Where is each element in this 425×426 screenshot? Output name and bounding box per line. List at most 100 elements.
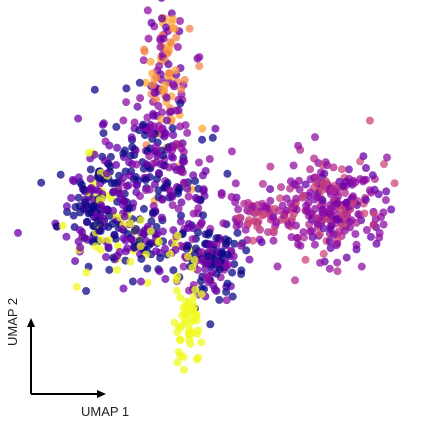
scatter-point bbox=[125, 204, 134, 213]
scatter-point bbox=[113, 251, 122, 260]
scatter-point bbox=[176, 336, 185, 345]
scatter-point bbox=[198, 135, 207, 144]
scatter-point bbox=[158, 85, 167, 94]
scatter-point bbox=[141, 131, 149, 140]
scatter-point bbox=[222, 296, 231, 305]
scatter-point bbox=[37, 178, 46, 187]
scatter-point bbox=[304, 199, 313, 207]
scatter-point bbox=[119, 149, 128, 158]
scatter-point bbox=[74, 173, 83, 182]
scatter-point bbox=[174, 204, 183, 213]
scatter-point bbox=[374, 190, 383, 199]
scatter-point bbox=[171, 245, 180, 254]
scatter-point bbox=[173, 328, 182, 337]
scatter-point bbox=[137, 277, 145, 286]
scatter-point bbox=[251, 217, 260, 226]
scatter-point bbox=[215, 295, 224, 304]
scatter-point bbox=[86, 174, 95, 183]
scatter-point bbox=[141, 78, 150, 87]
scatter-point bbox=[252, 208, 261, 217]
scatter-point bbox=[176, 17, 184, 25]
scatter-point bbox=[266, 162, 275, 171]
scatter-point bbox=[191, 285, 200, 294]
scatter-point bbox=[161, 275, 170, 283]
scatter-point bbox=[172, 33, 181, 42]
scatter-point bbox=[223, 169, 232, 178]
scatter-point bbox=[301, 255, 310, 264]
scatter-point bbox=[339, 182, 348, 191]
scatter-point bbox=[152, 73, 161, 82]
x-axis-label: UMAP 1 bbox=[81, 404, 129, 419]
scatter-point bbox=[156, 42, 165, 51]
scatter-point bbox=[112, 160, 121, 169]
scatter-point bbox=[147, 130, 156, 139]
scatter-point bbox=[171, 66, 180, 75]
scatter-point bbox=[141, 176, 150, 184]
scatter-point bbox=[199, 211, 208, 220]
scatter-point bbox=[208, 268, 217, 277]
scatter-point bbox=[149, 159, 158, 168]
scatter-point bbox=[351, 230, 360, 238]
scatter-point bbox=[87, 202, 96, 211]
scatter-point bbox=[311, 173, 320, 182]
scatter-point bbox=[318, 195, 327, 204]
scatter-point bbox=[181, 121, 190, 130]
scatter-point bbox=[90, 85, 99, 94]
scatter-point bbox=[303, 205, 312, 214]
scatter-point bbox=[88, 195, 97, 204]
scatter-point bbox=[149, 201, 158, 210]
scatter-point bbox=[375, 229, 384, 237]
scatter-point bbox=[166, 38, 175, 47]
scatter-point bbox=[362, 226, 371, 234]
scatter-point bbox=[379, 208, 388, 217]
scatter-point bbox=[158, 194, 166, 203]
scatter-point bbox=[237, 266, 246, 275]
scatter-point bbox=[195, 158, 203, 167]
scatter-point bbox=[176, 99, 185, 108]
scatter-point bbox=[176, 351, 185, 360]
scatter-point bbox=[161, 129, 169, 138]
scatter-point bbox=[145, 152, 154, 161]
scatter-point bbox=[132, 180, 141, 189]
scatter-point bbox=[113, 143, 122, 152]
scatter-point bbox=[284, 220, 293, 229]
scatter-point bbox=[168, 201, 177, 210]
scatter-point bbox=[80, 185, 88, 194]
scatter-point bbox=[72, 282, 81, 291]
scatter-point bbox=[195, 62, 204, 71]
scatter-point bbox=[74, 193, 83, 202]
scatter-point bbox=[105, 141, 114, 150]
scatter-point bbox=[180, 308, 189, 317]
scatter-point bbox=[197, 338, 206, 347]
scatter-point bbox=[231, 179, 240, 188]
scatter-point bbox=[158, 108, 166, 117]
scatter-point bbox=[212, 234, 221, 243]
scatter-point bbox=[162, 23, 171, 32]
scatter-point bbox=[67, 194, 76, 202]
scatter-point bbox=[306, 165, 315, 174]
scatter-point bbox=[84, 209, 93, 218]
scatter-point bbox=[128, 143, 137, 152]
scatter-point bbox=[387, 205, 396, 214]
scatter-point bbox=[319, 224, 328, 233]
scatter-point bbox=[318, 186, 326, 195]
scatter-point bbox=[245, 207, 254, 216]
scatter-point bbox=[149, 122, 158, 131]
scatter-point bbox=[380, 160, 388, 169]
scatter-point bbox=[118, 225, 127, 234]
scatter-point bbox=[326, 225, 335, 234]
scatter-point bbox=[140, 45, 149, 54]
scatter-point bbox=[177, 198, 186, 207]
scatter-point bbox=[136, 242, 145, 251]
scatter-point bbox=[360, 209, 369, 218]
scatter-point bbox=[132, 160, 141, 169]
scatter-point bbox=[301, 180, 310, 189]
scatter-point bbox=[381, 196, 390, 205]
scatter-point bbox=[14, 228, 22, 237]
scatter-point bbox=[211, 285, 219, 294]
scatter-point bbox=[122, 84, 131, 93]
scatter-point bbox=[266, 185, 275, 194]
scatter-point bbox=[185, 326, 194, 335]
scatter-point bbox=[292, 221, 301, 230]
scatter-point bbox=[174, 189, 183, 198]
